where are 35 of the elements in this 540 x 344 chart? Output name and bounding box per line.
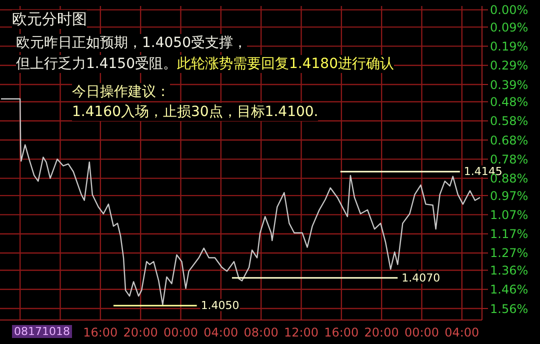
- text: 08171018: [14, 325, 70, 338]
- x-tick-label: 08:00: [244, 326, 278, 340]
- y-tick-label: 0.00%: [490, 3, 528, 18]
- annotation: 1.4160入场，止损30点，目标1.4100.: [72, 104, 318, 120]
- y-tick-label: 0.97%: [490, 188, 528, 203]
- x-tick-label: 12:00: [284, 326, 319, 340]
- y-tick-label: 0.39%: [490, 78, 528, 92]
- x-tick-label: 00:00: [163, 326, 198, 340]
- x-tick-label: 16:00: [324, 326, 359, 340]
- x-tick-label: 04:00: [204, 326, 238, 340]
- annotation: 今日操作建议：: [72, 84, 170, 100]
- chart-title: 欧元分时图: [12, 10, 87, 29]
- y-tick-label: 0.58%: [490, 114, 528, 128]
- y-tick-label: 1.17%: [490, 227, 528, 242]
- annotation: 1.4070: [402, 271, 440, 284]
- y-tick-label: 1.27%: [490, 246, 528, 260]
- y-tick-label: 1.36%: [490, 263, 528, 278]
- annotation: 但上行乏力1.4150受阻。: [16, 56, 177, 72]
- x-tick-label: 00:00: [404, 326, 440, 340]
- annotation: 1.4050: [200, 299, 240, 312]
- x-tick-label: 20:00: [364, 326, 399, 340]
- y-tick-label: 0.78%: [490, 152, 528, 166]
- y-tick-label: 0.68%: [490, 133, 528, 148]
- y-tick-label: 1.56%: [490, 302, 528, 316]
- y-tick-label: 1.46%: [490, 282, 528, 297]
- x-tick-label: 04:00: [444, 326, 480, 340]
- y-tick-label: 0.09%: [490, 20, 528, 34]
- y-tick-label: 0.19%: [490, 39, 528, 54]
- x-tick-label: 16:00: [83, 326, 118, 340]
- annotation: 欧元昨日正如预期，1.4050受支撑，: [16, 35, 247, 51]
- x-tick-label: 20:00: [123, 326, 158, 340]
- y-tick-label: 0.48%: [490, 94, 528, 109]
- y-tick-label: 0.29%: [490, 58, 528, 73]
- annotation: 此轮涨势需要回复1.4180进行确认: [177, 56, 394, 72]
- y-tick-label: 1.07%: [490, 208, 528, 222]
